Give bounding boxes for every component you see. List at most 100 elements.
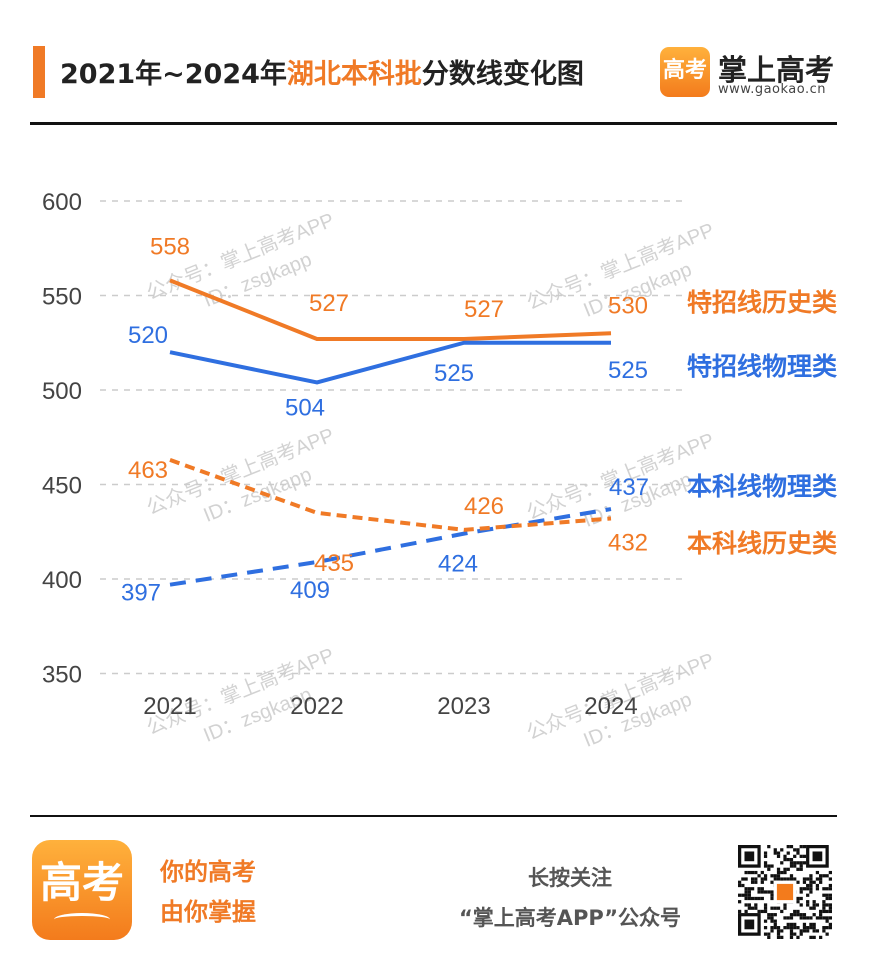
qr-module: [773, 874, 777, 878]
qr-module: [776, 854, 781, 858]
qr-module: [786, 857, 790, 862]
data-label: 527: [309, 290, 349, 317]
qr-module: [763, 851, 768, 855]
qr-module: [750, 877, 755, 881]
qr-module: [770, 929, 774, 933]
data-label: 409: [290, 577, 330, 604]
qr-module: [825, 874, 829, 878]
slogan-line-2: 由你掌握: [160, 898, 256, 926]
data-label: 504: [285, 394, 325, 421]
qr-module: [760, 880, 764, 884]
qr-module: [770, 896, 774, 901]
qr-module: [799, 854, 803, 858]
qr-module: [799, 913, 803, 917]
brand-logo-icon: 高考: [660, 47, 710, 97]
qr-module: [809, 916, 813, 920]
qr-module: [783, 916, 787, 920]
data-label: 520: [128, 322, 168, 349]
qr-module: [776, 870, 781, 875]
qr-module: [789, 877, 794, 881]
qr-module: [812, 900, 816, 904]
header: 2021年~2024年湖北本科批分数线变化图 高考 掌上高考 www.gaoka…: [0, 0, 871, 125]
qr-module: [750, 906, 755, 910]
qr-module: [828, 887, 832, 891]
qr-module: [783, 877, 787, 881]
qr-module: [819, 916, 823, 920]
qr-module: [822, 874, 826, 878]
qr-module: [770, 919, 774, 923]
qr-module: [776, 867, 781, 871]
qr-module: [822, 929, 826, 933]
qr-module: [799, 890, 803, 894]
qr-module: [825, 909, 829, 914]
brand-url: www.gaokao.cn: [718, 82, 827, 97]
qr-module: [776, 851, 781, 855]
qr-module: [763, 909, 768, 914]
qr-module: [815, 887, 820, 891]
qr-module: [793, 922, 797, 927]
qr-finder: [744, 851, 755, 862]
data-label: 435: [314, 550, 354, 577]
qr-module: [760, 877, 764, 881]
qr-module: [802, 913, 807, 917]
qr-module: [799, 896, 803, 901]
qr-module: [770, 880, 774, 884]
qr-module: [822, 909, 826, 914]
qr-module: [763, 864, 768, 868]
qr-module: [796, 851, 800, 855]
qr-module: [822, 903, 826, 907]
qr-module: [802, 861, 807, 865]
qr-module: [806, 916, 810, 920]
qr-module: [828, 909, 832, 914]
qr-module: [825, 887, 829, 891]
y-tick-label: 350: [42, 662, 82, 689]
qr-module: [802, 916, 807, 920]
qr-module: [773, 913, 777, 917]
x-tick-label: 2021: [143, 693, 196, 720]
qr-module: [747, 870, 751, 875]
qr-module: [828, 883, 832, 888]
qr-module: [819, 874, 823, 878]
qr-module: [789, 929, 794, 933]
qr-module: [793, 913, 797, 917]
qr-module: [796, 867, 800, 871]
qr-module: [828, 903, 832, 907]
qr-module: [812, 903, 816, 907]
qr-module: [763, 919, 768, 923]
qr-module: [744, 896, 748, 901]
qr-module: [780, 929, 784, 933]
qr-module: [812, 926, 816, 930]
data-label: 432: [608, 530, 648, 557]
qr-module: [744, 877, 748, 881]
series-line: [169, 507, 612, 587]
qr-module: [780, 861, 784, 865]
qr-module: [750, 887, 755, 891]
qr-module: [747, 887, 751, 891]
qr-module: [757, 874, 761, 878]
qr-module: [815, 883, 820, 888]
qr-module: [799, 864, 803, 868]
series-line: [169, 278, 612, 341]
qr-module: [741, 883, 745, 888]
qr-module: [776, 926, 781, 930]
series-line: [169, 340, 611, 385]
grid-layer: 600 550 500 450 400 350 2021 2022 2023 2024: [42, 189, 685, 720]
qr-module: [825, 916, 829, 920]
qr-module: [828, 870, 832, 875]
qr-module: [760, 896, 764, 901]
qr-module: [796, 935, 800, 939]
qr-module: [773, 851, 777, 855]
qr-module: [786, 851, 790, 855]
qr-module: [780, 909, 784, 914]
follow-prompt: 长按关注 “掌上高考APP”公众号: [430, 858, 710, 938]
qr-module: [783, 854, 787, 858]
qr-module: [754, 903, 758, 907]
qr-module: [819, 909, 823, 914]
qr-module: [809, 874, 813, 878]
qr-module: [802, 845, 807, 849]
qr-code-icon[interactable]: [738, 845, 832, 939]
qr-module: [760, 890, 764, 894]
follow-line-2: “掌上高考APP”公众号: [458, 906, 682, 930]
qr-module: [770, 916, 774, 920]
